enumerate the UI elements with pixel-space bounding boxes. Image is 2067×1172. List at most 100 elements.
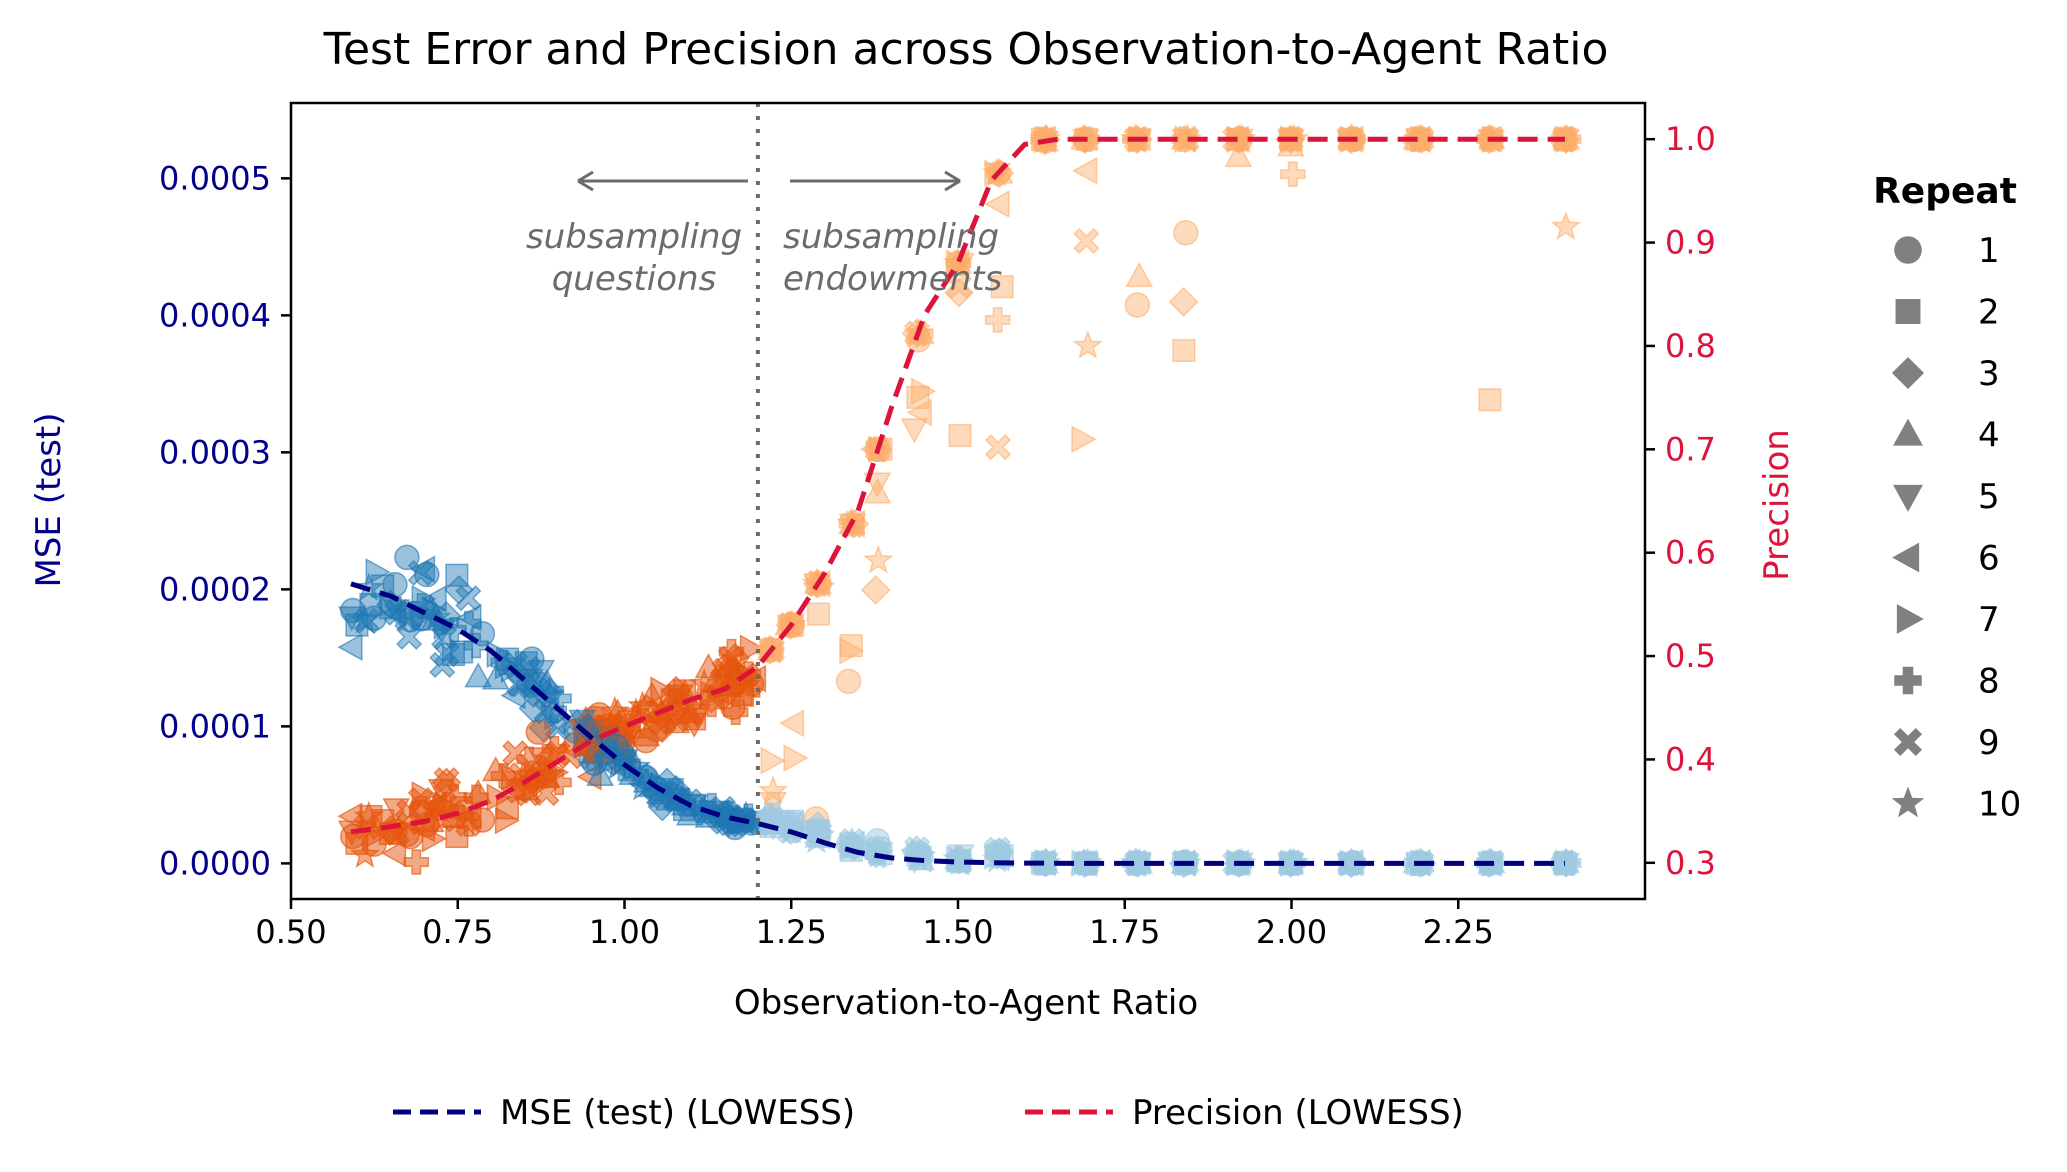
precision-point bbox=[984, 190, 1010, 218]
y-right-tick-label: 0.5 bbox=[1665, 637, 1716, 675]
mse-point bbox=[353, 608, 380, 635]
mse-point bbox=[836, 831, 867, 861]
mse-point bbox=[490, 649, 517, 676]
precision-point bbox=[760, 746, 786, 775]
x-tick-label: 0.50 bbox=[255, 913, 326, 951]
precision-point bbox=[533, 780, 560, 807]
mse-point bbox=[518, 693, 549, 724]
y-axis-left-label: MSE (test) bbox=[29, 412, 69, 587]
y-right-tick-label: 1.0 bbox=[1665, 120, 1716, 158]
y-right-tick-label: 0.3 bbox=[1665, 844, 1716, 882]
precision-point bbox=[806, 602, 831, 626]
repeat-legend-label: 4 bbox=[1978, 416, 2000, 456]
precision-point bbox=[408, 799, 435, 825]
bottom-legend: MSE (test) (LOWESS) Precision (LOWESS) bbox=[393, 1093, 1464, 1133]
y-axis-left: 0.0000 0.0001 0.0002 0.0003 0.0004 0.0005 bbox=[159, 159, 291, 882]
mse-point bbox=[394, 544, 420, 571]
mse-point bbox=[1550, 847, 1582, 877]
precision-point bbox=[599, 695, 630, 725]
y-left-tick-label: 0.0002 bbox=[159, 570, 271, 608]
mse-point bbox=[519, 646, 545, 672]
y-right-tick-label: 0.6 bbox=[1665, 534, 1716, 572]
x-tick-label: 2.25 bbox=[1423, 913, 1494, 951]
precision-point bbox=[1478, 388, 1502, 412]
y-left-tick-label: 0.0001 bbox=[159, 707, 271, 745]
mse-point bbox=[414, 561, 440, 588]
mse-point bbox=[1336, 847, 1367, 877]
precision-point bbox=[944, 277, 974, 308]
precision-legend-label: Precision (LOWESS) bbox=[1132, 1093, 1464, 1133]
precision-point bbox=[1125, 262, 1154, 288]
precision-point bbox=[863, 472, 892, 498]
annotation-arrow-left bbox=[577, 170, 748, 192]
mse-point bbox=[568, 709, 597, 735]
repeat-legend-marker bbox=[1891, 357, 1925, 389]
x-tick-label: 1.25 bbox=[756, 913, 827, 951]
precision-point bbox=[1171, 126, 1198, 152]
precision-point bbox=[403, 849, 430, 875]
repeat-legend-marker bbox=[1895, 299, 1921, 324]
annotation-left-line2: questions bbox=[552, 259, 717, 299]
repeat-legend-label: 8 bbox=[1978, 662, 2000, 702]
mse-point bbox=[337, 633, 363, 661]
plot-frame bbox=[289, 101, 1647, 901]
repeat-legend-marker bbox=[1891, 786, 1925, 818]
precision-point bbox=[627, 690, 658, 720]
y-right-tick-label: 0.7 bbox=[1665, 430, 1716, 468]
repeat-legend-marker bbox=[1893, 484, 1923, 512]
mse-point bbox=[463, 632, 489, 659]
annotation-right-line2: endowments bbox=[783, 259, 1002, 299]
y-right-tick-label: 0.4 bbox=[1665, 740, 1716, 778]
lines-layer bbox=[350, 136, 1565, 866]
repeat-legend-marker bbox=[1896, 604, 1924, 634]
precision-point bbox=[1224, 142, 1253, 168]
y-axis-right: 0.3 0.4 0.5 0.6 0.7 0.8 0.9 1.0 bbox=[1645, 120, 1716, 882]
precision-point bbox=[632, 721, 661, 747]
repeat-legend-label: 10 bbox=[1978, 785, 2021, 825]
precision-point bbox=[948, 424, 972, 448]
precision-point bbox=[1172, 338, 1196, 363]
y-right-tick-label: 0.8 bbox=[1665, 327, 1716, 365]
precision-point bbox=[779, 709, 805, 738]
y-right-tick-label: 0.9 bbox=[1665, 224, 1716, 262]
x-tick-label: 1.50 bbox=[922, 913, 993, 951]
precision-point bbox=[1124, 292, 1151, 318]
precision-point bbox=[1280, 161, 1306, 187]
mse-point bbox=[429, 651, 456, 678]
x-tick-label: 1.75 bbox=[1089, 913, 1160, 951]
precision-point bbox=[722, 699, 749, 725]
precision-point bbox=[1550, 211, 1582, 240]
mse-point bbox=[776, 814, 808, 844]
mse-point bbox=[533, 698, 560, 725]
precision-point bbox=[381, 839, 407, 868]
precision-point bbox=[1171, 123, 1203, 153]
annotation-right-line1: subsampling bbox=[783, 217, 999, 257]
precision-point bbox=[1072, 156, 1098, 185]
precision-point bbox=[984, 307, 1011, 333]
mse-point bbox=[365, 558, 391, 586]
repeat-legend-label: 9 bbox=[1978, 723, 2000, 763]
precision-point bbox=[689, 668, 720, 698]
repeat-legend-label: 6 bbox=[1978, 539, 2000, 579]
precision-point bbox=[525, 719, 552, 745]
chart-title: Test Error and Precision across Observat… bbox=[323, 24, 1609, 75]
repeat-legend-title: Repeat bbox=[1873, 171, 2017, 212]
precision-point bbox=[942, 247, 973, 277]
precision-point bbox=[990, 275, 1014, 299]
mse-point bbox=[903, 842, 934, 872]
precision-point bbox=[694, 653, 723, 679]
precision-lowess-line bbox=[350, 136, 1565, 835]
x-tick-label: 0.75 bbox=[422, 913, 493, 951]
annotation-arrow-right bbox=[790, 170, 961, 192]
mse-legend-label: MSE (test) (LOWESS) bbox=[500, 1093, 855, 1133]
mse-point bbox=[586, 760, 615, 786]
precision-point bbox=[623, 705, 649, 732]
precision-point bbox=[494, 806, 520, 835]
mse-point bbox=[516, 672, 542, 698]
mse-point bbox=[411, 585, 437, 613]
precision-point bbox=[835, 668, 862, 695]
mse-point bbox=[445, 563, 469, 587]
precision-point bbox=[1071, 425, 1097, 454]
mse-point bbox=[1031, 847, 1062, 876]
repeat-legend-label: 7 bbox=[1978, 600, 2000, 640]
